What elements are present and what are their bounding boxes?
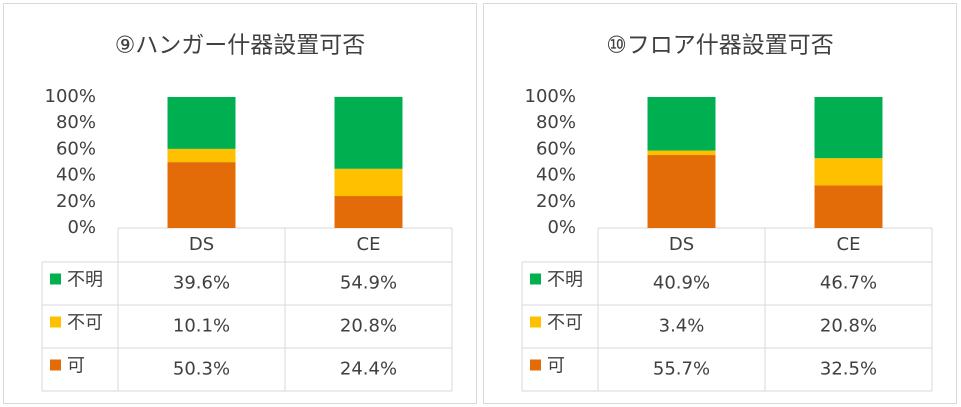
y-tick-label: 60%: [56, 138, 96, 159]
value-label: 32.5%: [820, 359, 877, 380]
legend-key: [50, 359, 61, 371]
y-tick-label: 40%: [56, 165, 96, 186]
legend-label: 不可: [67, 313, 103, 334]
chart-frame: [3, 3, 477, 404]
y-tick-label: 60%: [536, 138, 576, 159]
legend-label: 可: [547, 356, 565, 377]
chart-frame: [483, 3, 957, 404]
bar-segment: [167, 162, 236, 228]
bar-segment: [647, 155, 716, 228]
y-tick-label: 80%: [56, 112, 96, 133]
value-label: 46.7%: [820, 273, 877, 294]
category-label: CE: [837, 234, 861, 255]
y-tick-label: 100%: [525, 86, 576, 107]
chart-title: ⑨ハンガー什器設置可否: [115, 33, 366, 59]
legend-label: 不可: [547, 313, 583, 334]
legend-key: [530, 273, 541, 285]
legend-key: [50, 273, 61, 285]
y-tick-label: 80%: [536, 112, 576, 133]
y-tick-label: 20%: [536, 191, 576, 212]
bar-segment: [167, 148, 236, 163]
value-label: 20.8%: [820, 316, 877, 337]
value-label: 20.8%: [340, 316, 397, 337]
bar-segment: [334, 168, 403, 197]
bar-segment: [167, 97, 236, 149]
bar-segment: [334, 96, 403, 169]
category-label: CE: [357, 234, 381, 255]
y-tick-label: 40%: [536, 165, 576, 186]
y-tick-label: 20%: [56, 191, 96, 212]
y-tick-label: 0%: [547, 217, 576, 238]
value-label: 40.9%: [653, 273, 710, 294]
legend-label: 不明: [67, 270, 103, 291]
category-label: DS: [669, 234, 694, 255]
value-label: 50.3%: [173, 359, 230, 380]
value-label: 55.7%: [653, 359, 710, 380]
legend-label: 不明: [547, 270, 583, 291]
value-label: 24.4%: [340, 359, 397, 380]
value-label: 10.1%: [173, 316, 230, 337]
bar-segment: [814, 97, 883, 159]
value-label: 39.6%: [173, 273, 230, 294]
legend-key: [530, 359, 541, 371]
bar-segment: [647, 97, 716, 151]
bar-segment: [647, 150, 716, 156]
chart-title: ⑩フロア什器設置可否: [606, 33, 834, 59]
bar-segment: [814, 158, 883, 186]
bar-segment: [814, 185, 883, 228]
legend-key: [50, 316, 61, 328]
y-tick-label: 100%: [45, 86, 96, 107]
legend-label: 可: [67, 356, 85, 377]
category-label: DS: [189, 234, 214, 255]
bar-segment: [334, 196, 403, 228]
legend-key: [530, 316, 541, 328]
value-label: 54.9%: [340, 273, 397, 294]
y-tick-label: 0%: [67, 217, 96, 238]
value-label: 3.4%: [659, 316, 705, 337]
